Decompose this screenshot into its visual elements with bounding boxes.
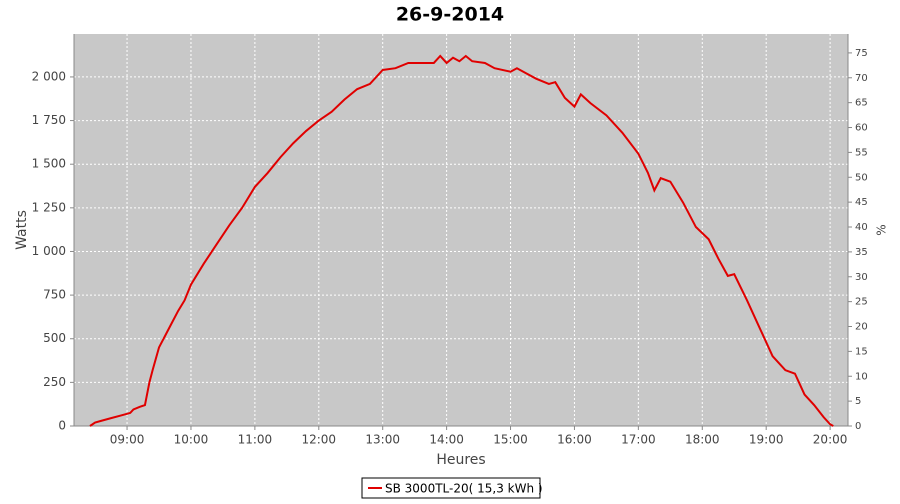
y2-tick-label: 15 [855,346,868,357]
x-tick-label: 10:00 [174,433,209,447]
y2-tick-label: 30 [855,272,868,283]
x-tick-label: 12:00 [301,433,336,447]
y-tick-label: 2 000 [32,69,66,83]
y2-tick-label: 10 [855,371,868,382]
x-tick-label: 20:00 [813,433,848,447]
y2-tick-label: 75 [855,48,868,59]
y2-tick-label: 60 [855,123,868,134]
plot-area [74,34,848,426]
y2-tick-label: 25 [855,297,868,308]
y2-tick-label: 65 [855,98,868,109]
legend [361,477,541,499]
x-tick-label: 15:00 [493,433,528,447]
y2-tick-label: 55 [855,147,868,158]
y2-tick-label: 35 [855,247,868,258]
y2-tick-label: 0 [855,421,861,432]
y2-tick-label: 50 [855,172,868,183]
x-tick-label: 17:00 [621,433,656,447]
y-tick-label: 1 000 [32,244,66,258]
y-axis-label: Watts [14,210,30,250]
y-tick-label: 1 250 [32,200,66,214]
y2-tick-label: 20 [855,322,868,333]
x-axis-label: Heures [436,452,485,468]
y-tick-label: 750 [43,288,66,302]
x-tick-label: 14:00 [429,433,464,447]
y-tick-label: 250 [43,375,66,389]
x-tick-label: 19:00 [749,433,784,447]
x-tick-label: 13:00 [365,433,400,447]
y-tick-label: 0 [58,419,66,433]
x-tick-label: 09:00 [110,433,145,447]
series-line [89,54,834,427]
x-tick-label: 11:00 [238,433,273,447]
y2-tick-label: 40 [855,222,868,233]
x-tick-label: 18:00 [685,433,720,447]
legend-label: SB 3000TL-20( 15,3 kWh ) [385,482,543,496]
y2-tick-label: 45 [855,197,868,208]
y2-tick-label: 5 [855,396,861,407]
chart-title: 26-9-2014 [396,4,504,26]
x-tick-label: 16:00 [557,433,592,447]
y2-tick-label: 70 [855,73,868,84]
y-tick-label: 1 500 [32,157,66,171]
y2-axis-label: % [875,224,889,235]
y-tick-label: 500 [43,331,66,345]
y-tick-label: 1 750 [32,113,66,127]
